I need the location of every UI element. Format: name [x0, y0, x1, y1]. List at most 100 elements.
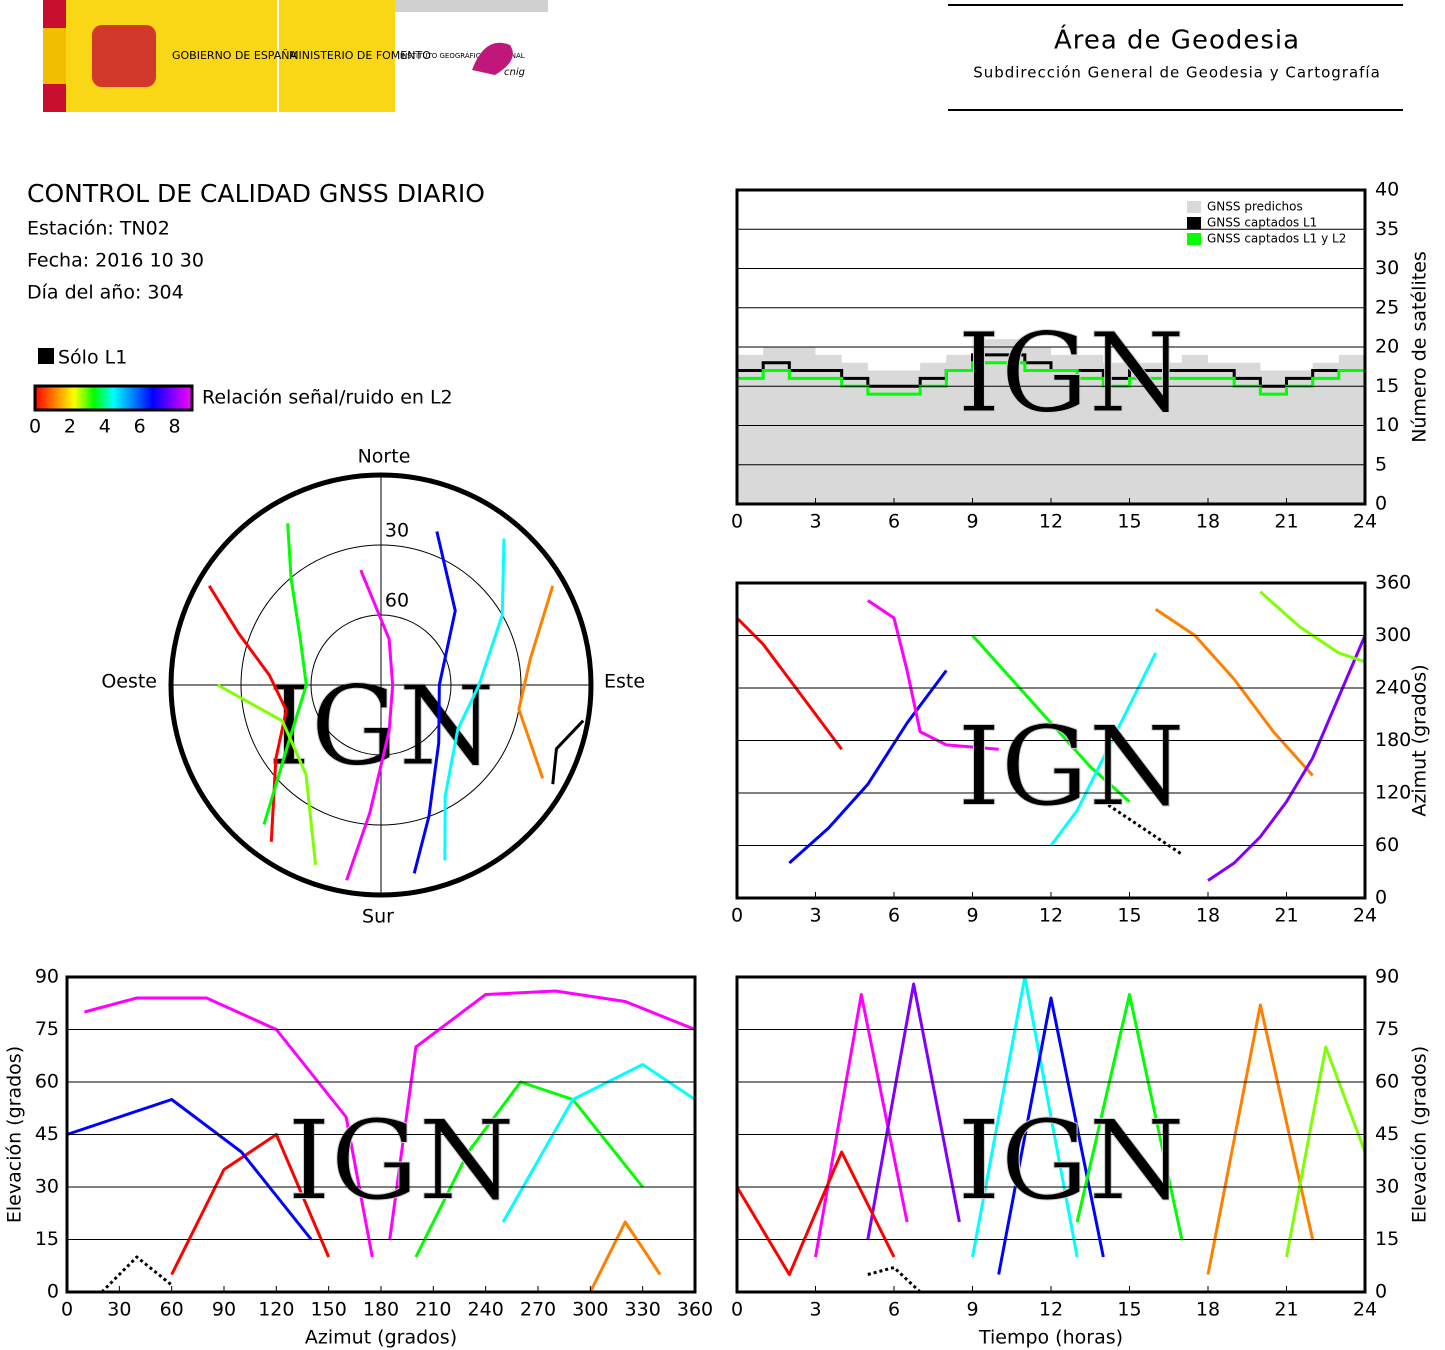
track — [207, 585, 288, 842]
y-axis-label: Número de satélites — [1409, 251, 1431, 443]
x-tick-label: 300 — [572, 1299, 608, 1321]
x-tick-label: 0 — [731, 1299, 743, 1321]
cnig: cnig — [504, 67, 525, 78]
legend-label: GNSS predichos — [1207, 200, 1303, 214]
track — [216, 683, 318, 865]
y-tick-label: 15 — [1375, 375, 1399, 397]
x-axis-label: Tiempo (horas) — [978, 1327, 1123, 1349]
logo-bar — [395, 0, 548, 12]
x-tick-label: 15 — [1117, 1299, 1141, 1321]
x-tick-label: 18 — [1196, 511, 1220, 533]
tracks — [207, 523, 585, 881]
x-tick-label: 12 — [1039, 511, 1063, 533]
step-line — [737, 353, 1365, 388]
watermark: IGN — [287, 1096, 515, 1224]
x-tick-label: 24 — [1353, 1299, 1377, 1321]
track — [1207, 634, 1367, 882]
track — [866, 599, 999, 751]
y-tick-label: 360 — [1375, 572, 1411, 594]
south: Sur — [362, 906, 394, 928]
y-tick-label: 15 — [35, 1228, 59, 1250]
track — [588, 1220, 662, 1293]
north: Norte — [358, 446, 411, 468]
y-tick-label: 5 — [1375, 453, 1387, 475]
track — [1075, 993, 1184, 1240]
x-tick-label: 6 — [888, 511, 900, 533]
x-tick-label: 180 — [363, 1299, 399, 1321]
y-tick-label: 240 — [1375, 677, 1411, 699]
x-tick-label: 12 — [1039, 1299, 1063, 1321]
watermark: IGN — [957, 702, 1185, 830]
track — [971, 634, 1131, 803]
track — [788, 669, 948, 865]
plot-frame — [735, 975, 1367, 1294]
track — [1285, 1045, 1367, 1258]
ring-label: 60 — [385, 590, 409, 612]
y-tick-label: 30 — [1375, 1176, 1399, 1198]
track — [517, 585, 555, 779]
x-tick-label: 9 — [966, 1299, 978, 1321]
track — [551, 719, 585, 785]
solo-l1-swatch — [38, 348, 54, 364]
watermark: IGN — [957, 1096, 1185, 1224]
x-tick-label: 9 — [966, 905, 978, 927]
track — [412, 531, 457, 874]
cnig-logo — [472, 42, 513, 75]
x-tick-label: 21 — [1274, 905, 1298, 927]
x-tick-label: 3 — [809, 511, 821, 533]
station: Estación: TN02 — [27, 218, 170, 240]
gov: GOBIERNO DE ESPAÑA — [172, 49, 297, 62]
x-tick-label: 0 — [61, 1299, 73, 1321]
y-tick-label: 45 — [1375, 1123, 1399, 1145]
horizon — [168, 472, 594, 898]
ring — [310, 614, 452, 756]
y-tick-label: 300 — [1375, 624, 1411, 646]
ring — [240, 544, 522, 826]
y-tick-label: 45 — [35, 1123, 59, 1145]
y-axis-label: Elevación (grados) — [4, 1046, 26, 1223]
plot — [737, 339, 1367, 504]
track — [814, 993, 909, 1258]
x-axis-label: Azimut (grados) — [305, 1327, 457, 1349]
legend-swatch — [1187, 201, 1201, 213]
x-tick-label: 360 — [677, 1299, 713, 1321]
x-tick-label: 270 — [520, 1299, 556, 1321]
x-tick-label: 24 — [1353, 511, 1377, 533]
ring-label: 30 — [385, 520, 409, 542]
y-tick-label: 0 — [1375, 887, 1387, 909]
x-tick-label: 24 — [1353, 905, 1377, 927]
x-tick-label: 210 — [415, 1299, 451, 1321]
track — [345, 569, 395, 881]
x-tick-label: 6 — [888, 905, 900, 927]
x-tick-label: 21 — [1274, 511, 1298, 533]
track — [867, 1266, 922, 1294]
track — [1206, 1003, 1315, 1275]
date: Fecha: 2016 10 30 — [27, 250, 204, 272]
institute: INSTITUTO GEOGRÁFICO NACIONAL — [400, 51, 525, 60]
y-tick-label: 15 — [1375, 1228, 1399, 1250]
track — [443, 538, 506, 861]
track — [866, 982, 961, 1240]
y-tick-label: 10 — [1375, 414, 1399, 436]
plot-frame — [735, 581, 1367, 900]
y-tick-label: 60 — [1375, 834, 1399, 856]
snr-tick: 4 — [99, 416, 111, 438]
y-tick-label: 90 — [35, 966, 59, 988]
snr-tick: 0 — [29, 416, 41, 438]
legend-swatch — [1187, 233, 1201, 245]
solo-l1: Sólo L1 — [58, 347, 127, 369]
y-tick-label: 60 — [1375, 1071, 1399, 1093]
x-tick-label: 6 — [888, 1299, 900, 1321]
x-tick-label: 0 — [731, 511, 743, 533]
x-tick-label: 9 — [966, 511, 978, 533]
x-tick-label: 18 — [1196, 1299, 1220, 1321]
x-tick-label: 90 — [212, 1299, 236, 1321]
x-tick-label: 240 — [468, 1299, 504, 1321]
report-title: CONTROL DE CALIDAD GNSS DIARIO — [27, 179, 485, 208]
logo-block — [279, 0, 395, 112]
y-tick-label: 60 — [35, 1071, 59, 1093]
west: Oeste — [101, 671, 157, 693]
track — [997, 996, 1105, 1275]
